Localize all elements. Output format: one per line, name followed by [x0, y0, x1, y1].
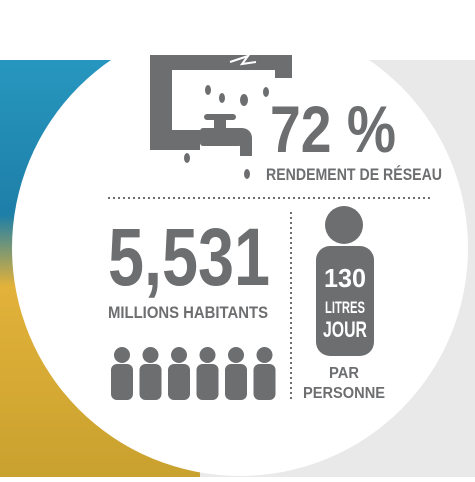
network-label: RENDEMENT DE RÉSEAU [266, 165, 442, 184]
person-head [228, 347, 244, 363]
network-value: 72 % [270, 92, 396, 166]
person-head [171, 347, 187, 363]
person-head [114, 347, 130, 363]
population-value: 5,531 [108, 212, 270, 303]
consumption-unit: JOUR [323, 317, 367, 342]
person-head [200, 347, 216, 363]
consumption-value: 130 [324, 263, 366, 293]
person-head [143, 347, 159, 363]
person-body [197, 364, 219, 400]
infographic: 72 % RENDEMENT DE RÉSEAU 5,531 MILLIONS … [0, 0, 475, 477]
consumption-per: PERSONNE [303, 385, 385, 402]
person-body [111, 364, 133, 400]
consumption-unit: LITRES [325, 298, 365, 317]
person-body [225, 364, 247, 400]
person-body [168, 364, 190, 400]
person-head [257, 347, 273, 363]
population-label: MILLIONS HABITANTS [108, 303, 268, 322]
consumption-per: PAR [329, 365, 359, 382]
person-body [140, 364, 162, 400]
person-body [254, 364, 276, 400]
